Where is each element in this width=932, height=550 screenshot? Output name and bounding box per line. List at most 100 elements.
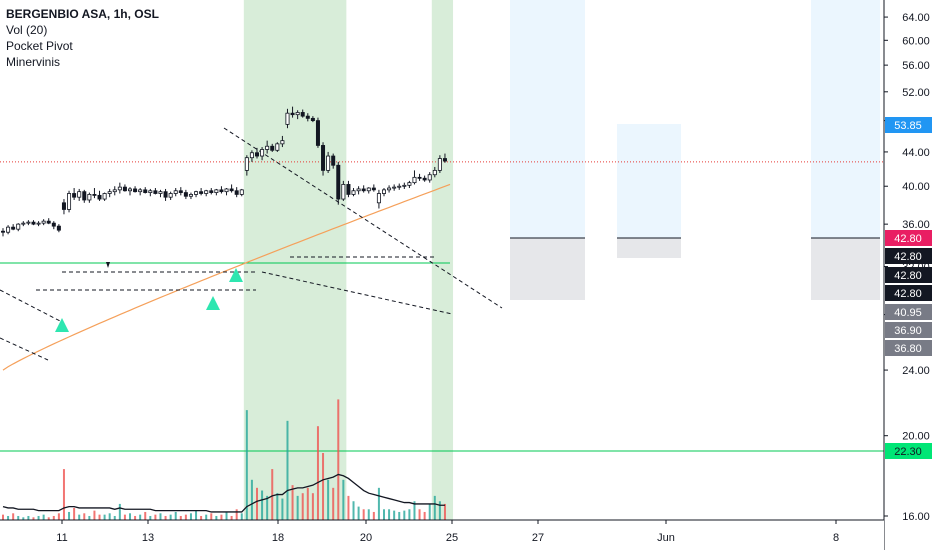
candle-body xyxy=(87,194,92,201)
candle-body xyxy=(56,225,61,231)
candle-body xyxy=(133,188,138,193)
candle-body xyxy=(122,186,127,192)
candle-body xyxy=(183,192,188,197)
volume-bar xyxy=(245,410,248,520)
volume-bar xyxy=(98,514,101,520)
highlight-band xyxy=(431,0,454,520)
volume-bar xyxy=(372,511,375,520)
candle-body xyxy=(397,185,402,188)
candle-body xyxy=(209,190,214,193)
volume-bar xyxy=(73,507,76,520)
projection-box-upper xyxy=(811,0,880,238)
volume-bar xyxy=(383,509,385,520)
volume-bar xyxy=(220,514,223,520)
candle-body xyxy=(173,190,178,194)
volume-bar xyxy=(22,517,25,520)
candle-body xyxy=(376,193,381,204)
volume-bar xyxy=(332,487,335,520)
price-tag xyxy=(885,322,932,338)
volume-bar xyxy=(200,515,203,520)
candle-body xyxy=(82,191,87,201)
price-tick-label: 60.00 xyxy=(902,35,930,47)
volume-bar xyxy=(266,495,269,520)
volume-bar xyxy=(154,514,157,520)
price-tick-label: 40.00 xyxy=(902,181,930,193)
candle-body xyxy=(112,189,117,193)
time-tick-label: Jun xyxy=(657,532,675,544)
volume-bar xyxy=(68,511,71,520)
candle-body xyxy=(346,184,351,195)
volume-bar xyxy=(377,487,380,520)
candle-body xyxy=(26,221,31,224)
volume-bar xyxy=(301,493,304,520)
projection-box-upper xyxy=(510,0,585,238)
volume-bar xyxy=(184,514,187,520)
volume-bar xyxy=(413,501,416,520)
volume-bar xyxy=(169,514,172,520)
volume-bar xyxy=(134,515,137,520)
volume-bar xyxy=(256,487,258,520)
candle-body xyxy=(153,190,158,194)
candle-body xyxy=(371,187,376,191)
candle-body xyxy=(290,112,295,116)
projection-box-lower xyxy=(510,238,585,300)
volume-bar xyxy=(195,510,198,520)
candle-body xyxy=(92,194,97,196)
volume-bar xyxy=(306,487,309,520)
volume-bar xyxy=(281,498,284,520)
candle-body xyxy=(199,191,204,194)
candle-body xyxy=(366,187,371,192)
volume-bar xyxy=(311,493,314,520)
pocket-pivot-marker xyxy=(206,296,220,310)
projection-box-lower xyxy=(617,238,681,258)
price-tick-label: 64.00 xyxy=(902,12,930,24)
price-tick-label: 24.00 xyxy=(902,365,930,377)
pocket-pivot-marker xyxy=(229,268,243,282)
volume-bar xyxy=(423,511,426,520)
volume-bar xyxy=(276,493,279,520)
candle-body xyxy=(249,152,254,159)
candle-body xyxy=(21,222,26,225)
price-tag-label: 36.80 xyxy=(894,343,922,355)
candle-body xyxy=(168,193,173,198)
time-tick-label: 27 xyxy=(532,532,544,544)
time-tick-label: 18 xyxy=(272,532,284,544)
price-tag xyxy=(885,248,932,264)
volume-bar xyxy=(357,506,360,520)
moving-average-line xyxy=(2,183,451,371)
volume-bar xyxy=(149,515,152,520)
volume-bar xyxy=(47,517,50,520)
candle-body xyxy=(143,189,148,193)
volume-bar xyxy=(342,479,345,520)
candle-body xyxy=(412,176,417,184)
volume-bar xyxy=(205,514,208,520)
candle-body xyxy=(326,155,331,171)
candle-body xyxy=(392,186,397,189)
candle-body xyxy=(224,188,229,193)
candle-body xyxy=(204,190,209,194)
volume-bar xyxy=(7,515,10,520)
volume-bar xyxy=(123,514,126,520)
price-tag-label: 36.90 xyxy=(894,325,922,337)
volume-bar xyxy=(271,469,274,520)
price-tick-label: 52.00 xyxy=(902,87,930,99)
candle-body xyxy=(117,186,122,191)
price-tick-label: 56.00 xyxy=(902,60,930,72)
candle-body xyxy=(188,194,193,197)
candle-body xyxy=(214,189,219,193)
price-tag xyxy=(885,267,932,283)
volume-bar xyxy=(362,509,365,520)
volume-bar xyxy=(144,511,147,520)
volume-bar xyxy=(93,510,96,520)
volume-bar xyxy=(230,515,233,520)
candle-body xyxy=(127,188,132,192)
legend-item-minervinis: Minervinis xyxy=(6,55,61,69)
candle-body xyxy=(427,174,432,181)
candle-body xyxy=(36,222,41,225)
volume-bar xyxy=(52,515,55,520)
candle-body xyxy=(305,115,310,119)
volume-bar xyxy=(327,479,330,520)
pocket-pivot-marker xyxy=(55,318,69,332)
volume-bar xyxy=(78,514,81,520)
